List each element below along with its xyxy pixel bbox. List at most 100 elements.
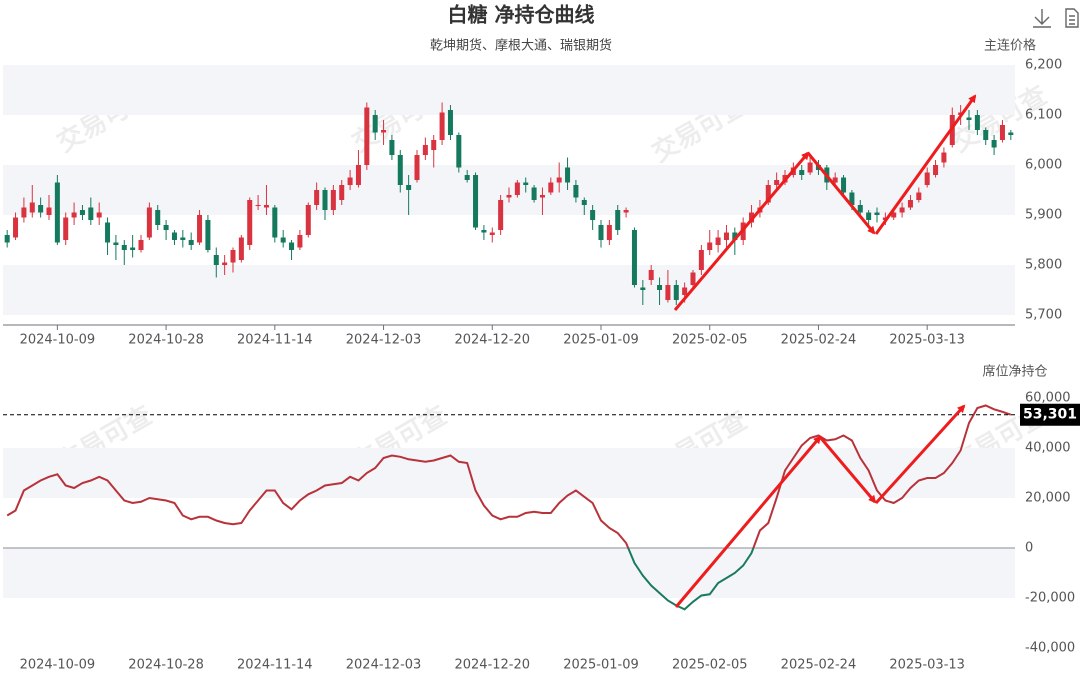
candle-body	[406, 185, 412, 190]
candle-body	[397, 155, 403, 185]
candle-body	[464, 175, 470, 180]
candle-body	[63, 217, 69, 240]
candle-body	[807, 162, 813, 173]
candle-body	[88, 207, 94, 220]
candle-body	[933, 165, 939, 175]
x-tick-label: 2025-02-05	[672, 333, 748, 348]
candle-body	[598, 225, 604, 240]
arrow	[874, 94, 977, 235]
annotation-arrows	[673, 94, 977, 608]
candle-body	[364, 107, 370, 165]
candle-body	[422, 145, 428, 155]
x-tick-label: 2024-12-20	[454, 658, 530, 673]
candle-body	[21, 207, 27, 218]
candle-body	[615, 210, 621, 230]
x-tick-label: 2025-03-13	[889, 333, 965, 348]
candle-body	[657, 285, 663, 290]
candle-body	[523, 182, 529, 185]
candle-body	[631, 230, 637, 285]
candle-body	[623, 210, 629, 213]
candle-body	[832, 177, 838, 183]
x-tick-label: 2024-12-03	[346, 658, 422, 673]
candle-body	[372, 115, 378, 133]
candle-body	[272, 207, 278, 238]
candle-body	[891, 212, 897, 218]
y-axis-title: 席位净持仓	[982, 364, 1047, 380]
candle-body	[289, 242, 295, 250]
candle-body	[924, 172, 930, 185]
candle-body	[322, 190, 328, 210]
candle-body	[974, 115, 980, 130]
candle-body	[473, 175, 479, 228]
y-tick-label: 60,000	[1025, 391, 1071, 406]
candle-body	[54, 182, 60, 243]
candle-body	[539, 195, 545, 198]
candle-body	[230, 250, 236, 263]
x-tick-label: 2025-01-09	[563, 333, 639, 348]
candle-body	[841, 177, 847, 193]
candle-body	[355, 165, 361, 185]
chart-subtitle: 乾坤期货、摩根大通、瑞银期货	[430, 38, 612, 54]
x-tick-label: 2024-11-14	[237, 658, 313, 673]
x-tick-label: 2024-10-09	[20, 333, 96, 348]
y-tick-label: 6,000	[1025, 158, 1062, 173]
candle-body	[113, 242, 119, 245]
y-axis-title: 主连价格	[984, 38, 1036, 54]
candle-body	[723, 232, 729, 240]
candle-body	[197, 215, 203, 243]
candle-body	[590, 210, 596, 220]
candle-body	[581, 200, 587, 205]
y-tick-label: 6,100	[1025, 108, 1062, 123]
candle-body	[456, 135, 462, 168]
candle-body	[4, 235, 10, 243]
band	[3, 548, 1015, 598]
candle-body	[531, 187, 537, 200]
candle-body	[146, 207, 152, 238]
candle-body	[991, 140, 997, 148]
x-tick-label: 2025-02-05	[672, 658, 748, 673]
candle-body	[222, 262, 228, 265]
candle-body	[305, 205, 311, 235]
y-tick-label: -40,000	[1025, 641, 1075, 656]
candle-body	[247, 200, 253, 245]
candle-body	[941, 152, 947, 163]
candle-body	[447, 110, 453, 135]
candle-body	[280, 237, 286, 243]
candle-body	[96, 212, 102, 218]
download-icon[interactable]	[1033, 9, 1051, 28]
arrow	[673, 151, 810, 311]
candle-body	[774, 180, 780, 185]
candle-body	[1008, 132, 1014, 135]
candle-body	[899, 207, 905, 213]
candle-body	[347, 177, 353, 185]
chart-title: 白糖 净持仓曲线	[448, 3, 595, 27]
candle-body	[79, 210, 85, 215]
current-label-box	[1020, 403, 1080, 426]
candle-body	[29, 202, 35, 213]
candle-body	[506, 195, 512, 198]
arrow	[674, 435, 822, 608]
y-tick-label: 20,000	[1025, 491, 1071, 506]
candle-body	[874, 212, 880, 215]
candle-body	[966, 117, 972, 120]
candle-body	[673, 285, 679, 300]
candle-body	[263, 205, 269, 208]
arrow	[874, 404, 966, 505]
x-tick-label: 2025-01-09	[563, 658, 639, 673]
candle-body	[640, 287, 646, 290]
candle-body	[849, 192, 855, 205]
candle-body	[431, 140, 437, 150]
y-tick-label: 0	[1025, 541, 1033, 556]
data-view-icon[interactable]	[1065, 8, 1079, 28]
candle-body	[573, 185, 579, 198]
x-tick-label: 2024-10-28	[128, 658, 204, 673]
candle-body	[297, 235, 303, 248]
toolbox[interactable]	[1033, 8, 1079, 28]
y-tick-label: -20,000	[1025, 591, 1075, 606]
candle-body	[238, 237, 244, 260]
candle-body	[866, 212, 872, 220]
x-tick-label: 2025-02-24	[781, 658, 857, 673]
y-tick-label: 5,700	[1025, 308, 1062, 323]
x-tick-label: 2025-02-24	[781, 333, 857, 348]
candle-body	[314, 190, 320, 205]
